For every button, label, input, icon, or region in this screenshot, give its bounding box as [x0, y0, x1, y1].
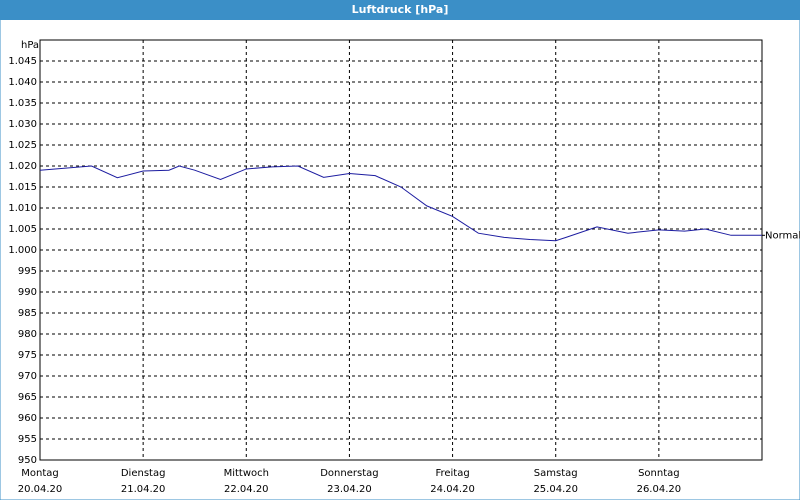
chart-title: Luftdruck [hPa]	[352, 3, 449, 16]
x-tick-label: Samstag	[534, 468, 578, 479]
x-tick-label: Mittwoch	[224, 468, 269, 479]
y-tick-label: 990	[18, 287, 37, 298]
x-tick-date: 26.04.20	[637, 484, 682, 495]
y-tick-label: 960	[18, 413, 37, 424]
y-tick-label: 1.040	[8, 77, 37, 88]
x-tick-label: Montag	[21, 468, 58, 479]
x-tick-date: 21.04.20	[121, 484, 166, 495]
y-tick-label: 950	[18, 455, 37, 466]
y-tick-label: 995	[18, 266, 37, 277]
series-label: Normal	[765, 230, 800, 241]
x-tick-date: 22.04.20	[224, 484, 269, 495]
y-tick-label: 970	[18, 371, 37, 382]
y-unit: hPa	[21, 40, 39, 51]
title-bar	[0, 0, 800, 20]
y-tick-label: 985	[18, 308, 37, 319]
y-tick-label: 1.025	[8, 140, 37, 151]
x-tick-date: 25.04.20	[533, 484, 578, 495]
x-tick-label: Sonntag	[638, 468, 680, 479]
y-tick-label: 1.010	[8, 203, 37, 214]
y-tick-label: 980	[18, 329, 37, 340]
y-tick-label: 955	[18, 434, 37, 445]
x-tick-date: 24.04.20	[430, 484, 475, 495]
x-tick-date: 23.04.20	[327, 484, 372, 495]
data-line	[39, 165, 762, 242]
y-tick-label: 975	[18, 350, 37, 361]
y-tick-label: 1.030	[8, 119, 37, 130]
y-tick-label: 1.005	[8, 224, 37, 235]
y-tick-label: 1.015	[8, 182, 37, 193]
y-tick-label: 1.000	[8, 245, 37, 256]
y-tick-label: 965	[18, 392, 37, 403]
x-tick-date: 20.04.20	[18, 484, 63, 495]
y-tick-label: 1.045	[8, 56, 37, 67]
x-tick-label: Donnerstag	[320, 468, 378, 479]
y-tick-label: 1.035	[8, 98, 37, 109]
x-tick-label: Freitag	[435, 468, 469, 479]
x-tick-label: Dienstag	[121, 468, 166, 479]
y-tick-label: 1.020	[8, 161, 37, 172]
plot-frame	[39, 39, 763, 461]
